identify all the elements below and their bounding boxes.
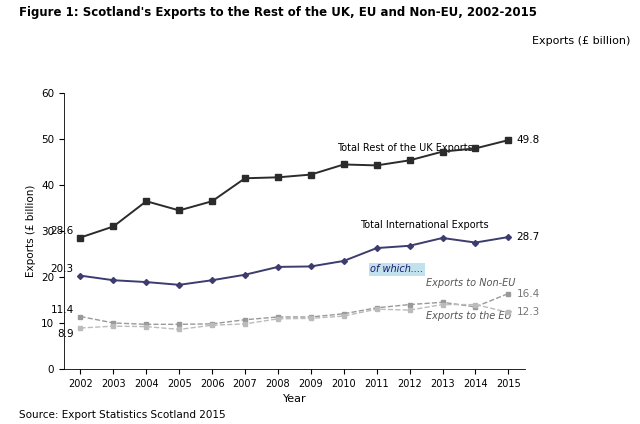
- Text: 28.7: 28.7: [516, 232, 540, 242]
- Text: 49.8: 49.8: [516, 135, 540, 145]
- Y-axis label: Exports (£ billion): Exports (£ billion): [26, 185, 36, 277]
- Text: 28.6: 28.6: [51, 226, 74, 236]
- Text: Total International Exports: Total International Exports: [360, 220, 489, 230]
- Text: Exports to the EU: Exports to the EU: [426, 311, 512, 321]
- Text: Source: Export Statistics Scotland 2015: Source: Export Statistics Scotland 2015: [19, 410, 226, 420]
- Text: of which....: of which....: [370, 264, 424, 274]
- Text: 8.9: 8.9: [57, 329, 74, 339]
- Text: 12.3: 12.3: [516, 307, 540, 318]
- Text: 11.4: 11.4: [51, 305, 74, 315]
- Text: 20.3: 20.3: [51, 264, 74, 274]
- Text: Exports to Non-EU: Exports to Non-EU: [426, 279, 515, 288]
- Text: Figure 1: Scotland's Exports to the Rest of the UK, EU and Non-EU, 2002-2015: Figure 1: Scotland's Exports to the Rest…: [19, 6, 537, 20]
- Text: Exports (£ billion): Exports (£ billion): [532, 36, 630, 46]
- Text: Total Rest of the UK Exports: Total Rest of the UK Exports: [337, 143, 473, 153]
- X-axis label: Year: Year: [283, 394, 306, 404]
- Text: 16.4: 16.4: [516, 289, 540, 298]
